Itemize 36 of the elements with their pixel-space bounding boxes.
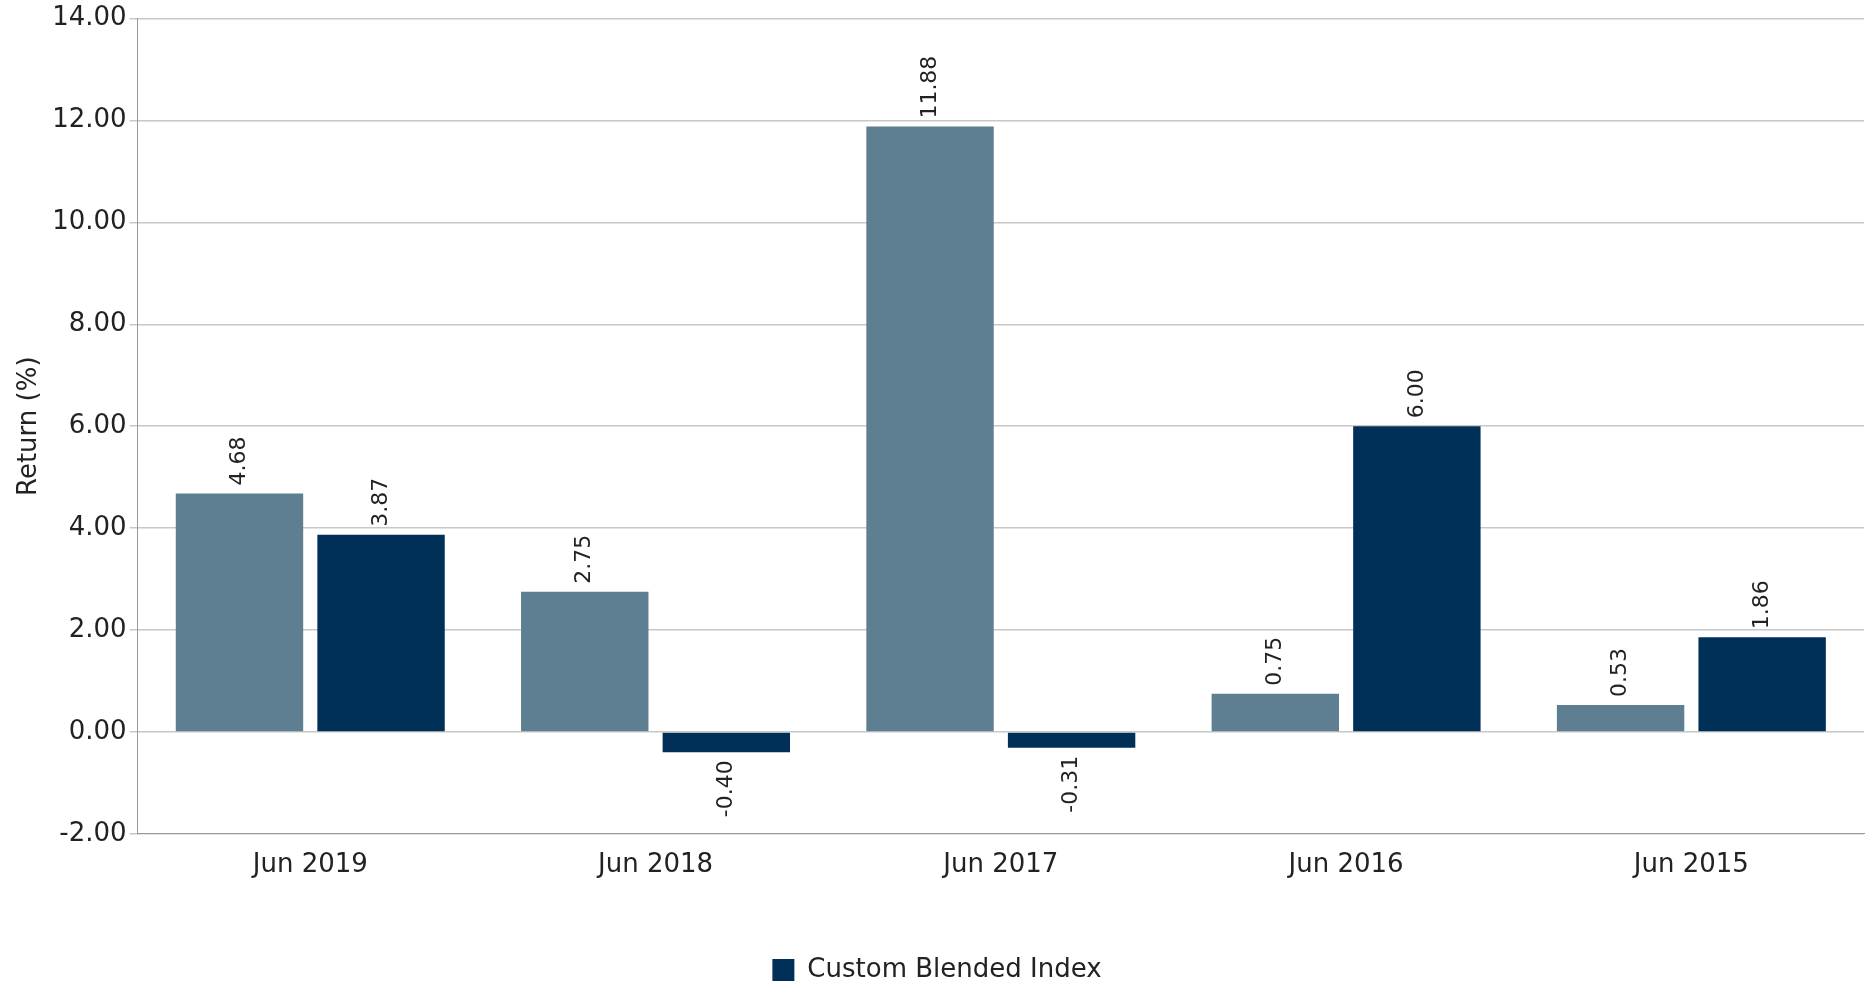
data-label: 3.87 <box>366 477 392 527</box>
y-tick-label: 8.00 <box>68 307 127 338</box>
y-axis-title: Return (%) <box>12 356 43 496</box>
bar <box>1211 693 1340 732</box>
legend-label: Custom Blended Index <box>807 952 1102 983</box>
data-label: 2.75 <box>570 534 596 584</box>
x-tick-label: Jun 2017 <box>941 848 1059 879</box>
y-tick-label: 12.00 <box>52 103 127 134</box>
bar <box>521 591 649 732</box>
x-tick-label: Jun 2016 <box>1286 848 1404 879</box>
bar <box>175 493 304 732</box>
y-tick-label: 2.00 <box>68 612 127 643</box>
bar <box>662 732 791 753</box>
bar <box>1556 704 1685 732</box>
y-tick-label: 6.00 <box>68 408 127 439</box>
data-label: 4.68 <box>225 436 251 486</box>
y-tick-label: -2.00 <box>59 816 127 847</box>
x-tick-label: Jun 2018 <box>596 848 714 879</box>
data-label: -0.40 <box>712 760 738 818</box>
data-label: 0.53 <box>1606 647 1632 697</box>
bar <box>1698 637 1826 732</box>
y-tick-label: 14.00 <box>52 1 127 32</box>
data-label: 11.88 <box>915 55 941 119</box>
data-label: 1.86 <box>1747 580 1773 630</box>
data-label: 0.75 <box>1261 636 1287 686</box>
y-tick-label: 4.00 <box>68 510 127 541</box>
y-tick-label: 0.00 <box>68 714 127 745</box>
bar <box>866 126 994 732</box>
bar <box>1007 732 1136 748</box>
y-tick-label: 10.00 <box>52 205 127 236</box>
bar <box>1353 426 1481 732</box>
data-label: 6.00 <box>1402 369 1428 419</box>
x-tick-label: Jun 2015 <box>1631 848 1749 879</box>
x-tick-label: Jun 2019 <box>250 848 368 879</box>
bar <box>317 534 445 732</box>
data-label: -0.31 <box>1057 755 1083 813</box>
